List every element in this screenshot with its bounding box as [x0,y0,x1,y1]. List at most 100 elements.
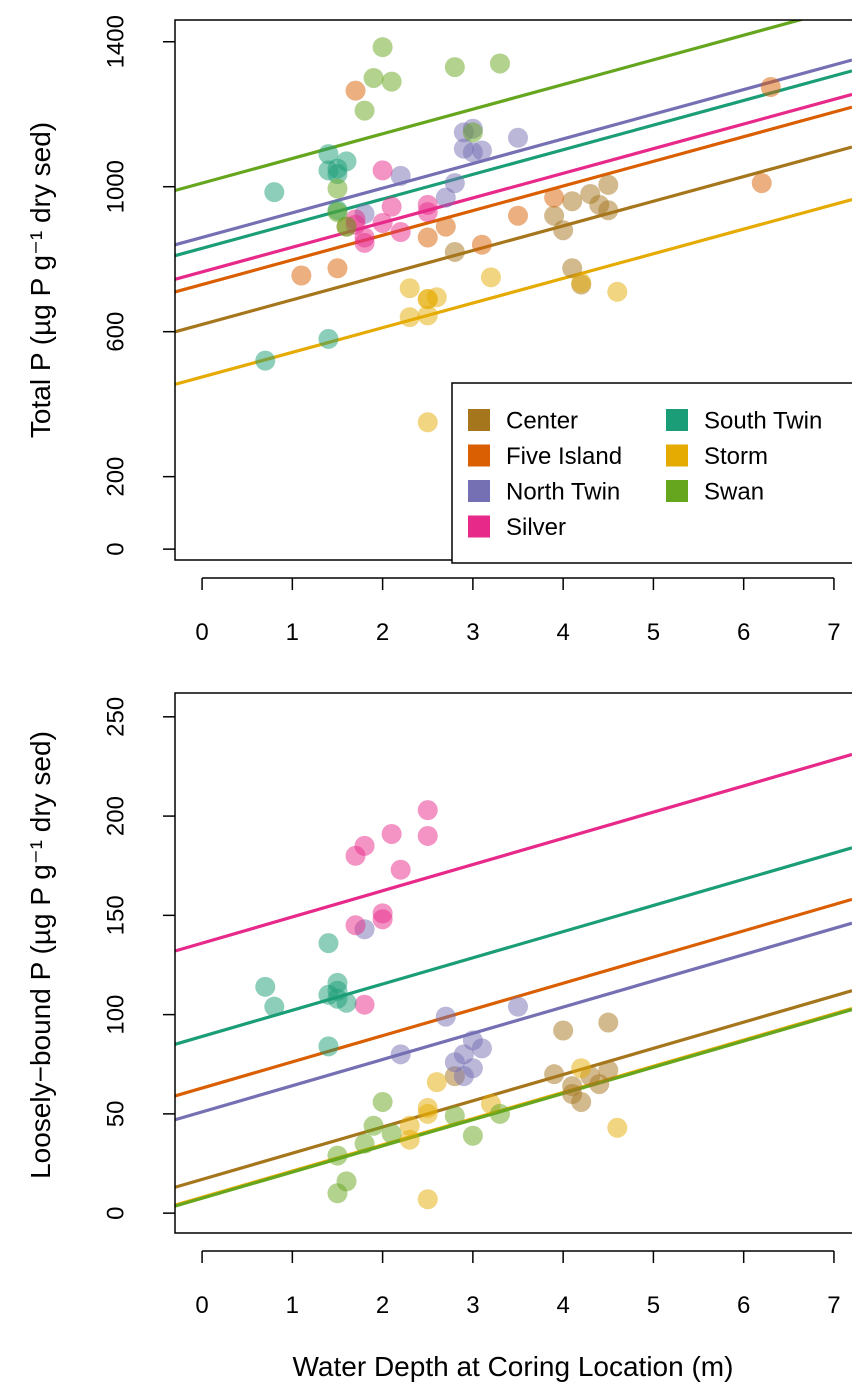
legend-swatch-north-twin [468,480,490,502]
loosely-bound-p-fit-line-south-twin [175,846,852,1046]
loosely-bound-p-point-swan [363,1115,384,1136]
loosely-bound-p-point-silver [417,825,438,846]
loosely-bound-p-point-storm [417,1097,438,1118]
total-p-point-swan [444,57,465,78]
total-p-point-five-island [508,205,529,226]
total-p-point-swan [381,71,402,92]
loosely-bound-p-point-center [553,1020,574,1041]
legend-swatch-silver [468,515,490,538]
loosely-bound-p-point-north-twin [508,996,529,1017]
loosely-bound-p-point-silver [372,903,393,924]
loosely-bound-p-point-storm [571,1058,592,1079]
loosely-bound-p-point-swan [372,1091,393,1112]
loosely-bound-p-point-swan [327,1145,348,1166]
total-p-point-south-twin [264,182,285,203]
total-p-x-tick-label: 7 [827,619,840,646]
loosely-bound-p-point-center [544,1064,565,1085]
total-p-point-storm [571,272,592,293]
loosely-bound-p-point-storm [607,1117,628,1138]
total-p-fit-line-center [175,145,852,334]
loosely-bound-p-x-tick-label: 3 [466,1292,479,1319]
loosely-bound-p-point-silver [354,994,375,1015]
loosely-bound-p-frame-line [174,692,852,1234]
total-p-y-tick-label: 1000 [102,160,129,213]
total-p-point-swan [372,37,393,58]
total-p-point-swan [327,178,348,199]
total-p-y-axis: 0 200 600 1000 1400 [102,15,175,556]
loosely-bound-p-point-south-twin [336,992,357,1013]
total-p-panel: 0 200 600 1000 1400 0 1 2 3 4 5 6 7 Total P (µg P g… [25,15,852,646]
total-p-point-silver [417,202,438,223]
total-p-point-swan [489,53,510,74]
total-p-point-south-twin [318,144,339,165]
total-p-point-storm [607,281,628,302]
total-p-fit-line-south-twin [175,69,852,258]
loosely-bound-p-points [255,800,628,1210]
loosely-bound-p-point-storm [399,1115,420,1136]
loosely-bound-p-x-tick-label: 0 [195,1292,208,1319]
loosely-bound-p-panel: 0 50 100 150 200 250 0 1 2 3 4 5 6 7 Loosely−bound P… [25,692,852,1319]
total-p-fit-line-storm [175,197,852,386]
loosely-bound-p-point-swan [354,1133,375,1154]
loosely-bound-p-y-tick-label: 50 [102,1101,129,1128]
total-p-point-center [598,200,619,221]
total-p-point-storm [426,287,447,308]
total-p-point-storm [417,412,438,433]
legend-label-south-twin: South Twin [704,407,822,434]
total-p-y-tick-label: 0 [102,542,129,555]
loosely-bound-p-point-swan [381,1123,402,1144]
loosely-bound-p-point-storm [426,1072,447,1093]
legend-box [451,382,852,564]
loosely-bound-p-point-north-twin [471,1038,492,1059]
loosely-bound-p-x-tick-label: 1 [286,1292,299,1319]
legend: Center Five Island North Twin Silver South T… [451,382,852,564]
total-p-point-swan [327,202,348,223]
total-p-point-north-twin [508,127,529,148]
legend-swatch-storm [666,444,688,467]
loosely-bound-p-fit-lines [175,752,852,1208]
total-p-point-swan [336,216,357,237]
loosely-bound-p-fit-line-silver [175,752,852,953]
legend-swatch-swan [666,480,688,502]
loosely-bound-p-y-axis: 0 50 100 150 200 250 [102,697,175,1220]
total-p-point-five-island [345,80,366,101]
total-p-point-silver [381,196,402,217]
loosely-bound-p-point-north-twin [390,1044,411,1065]
loosely-bound-p-point-swan [444,1105,465,1126]
total-p-x-tick-label: 4 [556,619,569,646]
loosely-bound-p-point-south-twin [255,976,276,997]
legend-label-center: Center [506,407,578,434]
x-axis-title: Water Depth at Coring Location (m) [293,1351,734,1382]
total-p-x-tick-label: 0 [195,619,208,646]
total-p-point-storm [480,267,501,288]
total-p-point-center [562,258,583,279]
total-p-point-center [444,241,465,262]
total-p-point-five-island [417,227,438,248]
loosely-bound-p-y-tick-label: 250 [102,697,129,737]
loosely-bound-p-point-swan [462,1125,483,1146]
loosely-bound-p-point-north-twin [462,1058,483,1079]
total-p-point-north-twin [471,140,492,161]
total-p-x-tick-label: 5 [647,619,660,646]
legend-label-silver: Silver [506,514,566,541]
legend-swatch-center [468,409,490,431]
total-p-point-five-island [751,173,772,194]
loosely-bound-p-plot-frame [174,692,852,1234]
loosely-bound-p-point-center [571,1091,592,1112]
total-p-point-five-island [291,265,312,286]
total-p-point-storm [399,278,420,299]
total-p-point-silver [390,222,411,243]
total-p-point-south-twin [255,350,276,371]
total-p-point-five-island [435,216,456,237]
total-p-x-axis: 0 1 2 3 4 5 6 7 [195,577,841,646]
loosely-bound-p-y-tick-label: 0 [102,1206,129,1219]
total-p-y-tick-label: 600 [102,312,129,352]
loosely-bound-p-point-silver [417,800,438,821]
loosely-bound-p-point-swan [336,1171,357,1192]
loosely-bound-p-point-silver [354,835,375,856]
loosely-bound-p-y-tick-label: 150 [102,895,129,935]
total-p-fit-line-north-twin [175,58,852,247]
loosely-bound-p-point-center [598,1060,619,1081]
total-p-point-swan [363,67,384,88]
